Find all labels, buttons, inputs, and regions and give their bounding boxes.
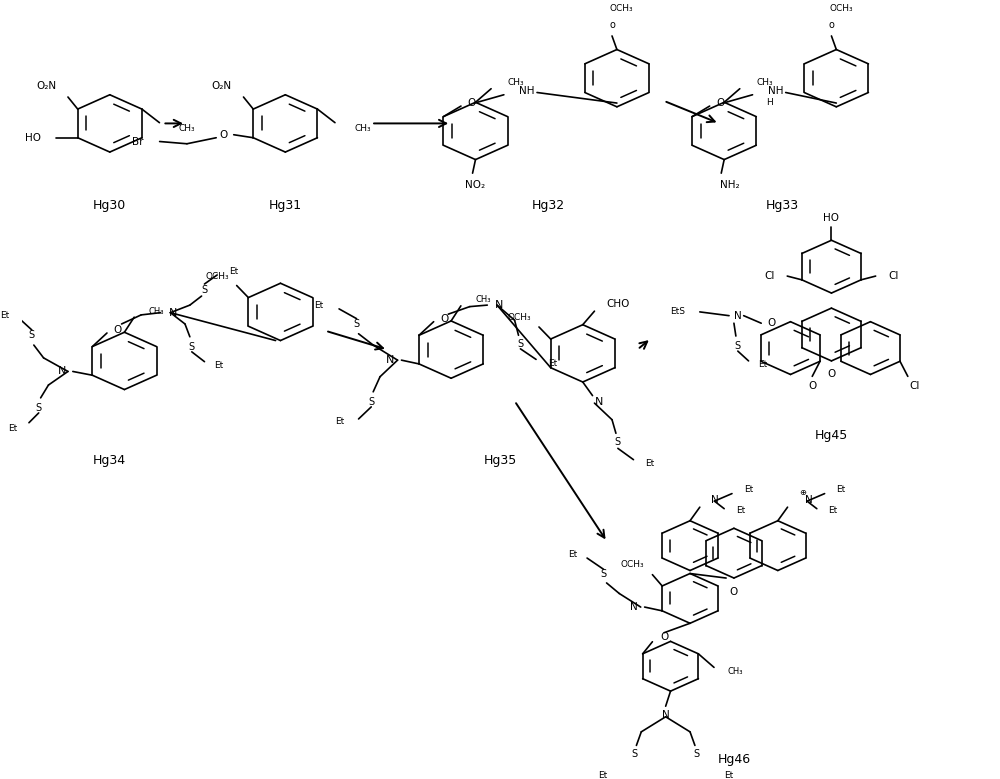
Text: Et: Et bbox=[744, 485, 753, 495]
Text: S: S bbox=[601, 569, 607, 579]
Text: NO₂: NO₂ bbox=[465, 180, 486, 190]
Text: N: N bbox=[58, 366, 66, 376]
Text: Hg32: Hg32 bbox=[532, 199, 565, 212]
Text: S: S bbox=[615, 437, 621, 447]
Text: Et: Et bbox=[214, 361, 223, 370]
Text: NH: NH bbox=[519, 86, 535, 96]
Text: OCH₃: OCH₃ bbox=[621, 560, 645, 569]
Text: Cl: Cl bbox=[910, 381, 920, 391]
Text: Et: Et bbox=[8, 425, 17, 433]
Text: S: S bbox=[631, 749, 638, 760]
Text: o: o bbox=[609, 19, 615, 30]
Text: Et: Et bbox=[0, 311, 9, 320]
Text: Hg35: Hg35 bbox=[483, 453, 517, 467]
Text: S: S bbox=[517, 340, 524, 349]
Text: Et: Et bbox=[724, 771, 733, 779]
Text: HO: HO bbox=[823, 213, 839, 223]
Text: CHO: CHO bbox=[606, 298, 630, 308]
Text: Et: Et bbox=[229, 266, 238, 276]
Text: S: S bbox=[201, 285, 208, 295]
Text: ⊕: ⊕ bbox=[800, 488, 807, 496]
Text: Et: Et bbox=[335, 418, 344, 426]
Text: S: S bbox=[189, 341, 195, 351]
Text: O: O bbox=[767, 318, 775, 328]
Text: S: S bbox=[735, 341, 741, 351]
Text: EtS: EtS bbox=[670, 308, 685, 316]
Text: O₂N: O₂N bbox=[36, 82, 56, 91]
Text: S: S bbox=[29, 330, 35, 340]
Text: o: o bbox=[829, 19, 834, 30]
Text: OCH₃: OCH₃ bbox=[508, 313, 531, 323]
Text: N: N bbox=[594, 397, 603, 407]
Text: Et: Et bbox=[736, 506, 745, 515]
Text: O: O bbox=[220, 130, 228, 139]
Text: N: N bbox=[386, 355, 395, 365]
Text: HO: HO bbox=[25, 132, 41, 143]
Text: Et: Et bbox=[758, 360, 768, 369]
Text: N: N bbox=[711, 495, 719, 505]
Text: Cl: Cl bbox=[888, 271, 899, 281]
Text: Et: Et bbox=[645, 459, 654, 468]
Text: O: O bbox=[114, 325, 122, 335]
Text: Hg30: Hg30 bbox=[93, 199, 126, 212]
Text: O: O bbox=[730, 587, 738, 597]
Text: CH₃: CH₃ bbox=[354, 124, 371, 133]
Text: Hg45: Hg45 bbox=[815, 428, 848, 442]
Text: O₂N: O₂N bbox=[212, 82, 232, 91]
Text: N: N bbox=[168, 308, 177, 318]
Text: CH₃: CH₃ bbox=[149, 307, 164, 315]
Text: Br: Br bbox=[132, 136, 143, 146]
Text: OCH₃: OCH₃ bbox=[610, 5, 634, 13]
Text: Et: Et bbox=[568, 550, 577, 559]
Text: S: S bbox=[354, 319, 360, 329]
Text: OCH₃: OCH₃ bbox=[205, 272, 229, 281]
Text: Et: Et bbox=[548, 359, 557, 368]
Text: Et: Et bbox=[314, 301, 323, 309]
Text: Hg33: Hg33 bbox=[766, 199, 799, 212]
Text: N: N bbox=[734, 311, 742, 321]
Text: CH₃: CH₃ bbox=[756, 78, 773, 87]
Text: CH₃: CH₃ bbox=[508, 78, 524, 87]
Text: O: O bbox=[660, 633, 668, 642]
Text: N: N bbox=[630, 602, 638, 612]
Text: Et: Et bbox=[598, 771, 607, 779]
Text: N: N bbox=[805, 495, 813, 505]
Text: Hg46: Hg46 bbox=[717, 753, 750, 766]
Text: O: O bbox=[827, 369, 836, 379]
Text: CH₃: CH₃ bbox=[728, 668, 743, 676]
Text: NH₂: NH₂ bbox=[720, 180, 740, 190]
Text: O: O bbox=[440, 314, 449, 324]
Text: O: O bbox=[468, 98, 476, 108]
Text: N: N bbox=[495, 300, 503, 310]
Text: N: N bbox=[662, 710, 670, 721]
Text: Et: Et bbox=[836, 485, 846, 495]
Text: CH₃: CH₃ bbox=[179, 124, 196, 133]
Text: S: S bbox=[36, 403, 42, 413]
Text: Hg31: Hg31 bbox=[269, 199, 302, 212]
Text: Cl: Cl bbox=[764, 271, 775, 281]
Text: CH₃: CH₃ bbox=[475, 295, 491, 305]
Text: Hg34: Hg34 bbox=[93, 453, 126, 467]
Text: Et: Et bbox=[829, 506, 838, 515]
Text: O: O bbox=[808, 381, 816, 391]
Text: O: O bbox=[716, 98, 725, 108]
Text: NH: NH bbox=[768, 86, 784, 96]
Text: S: S bbox=[694, 749, 700, 760]
Text: OCH₃: OCH₃ bbox=[829, 5, 853, 13]
Text: S: S bbox=[368, 397, 374, 407]
Text: H: H bbox=[766, 98, 773, 107]
